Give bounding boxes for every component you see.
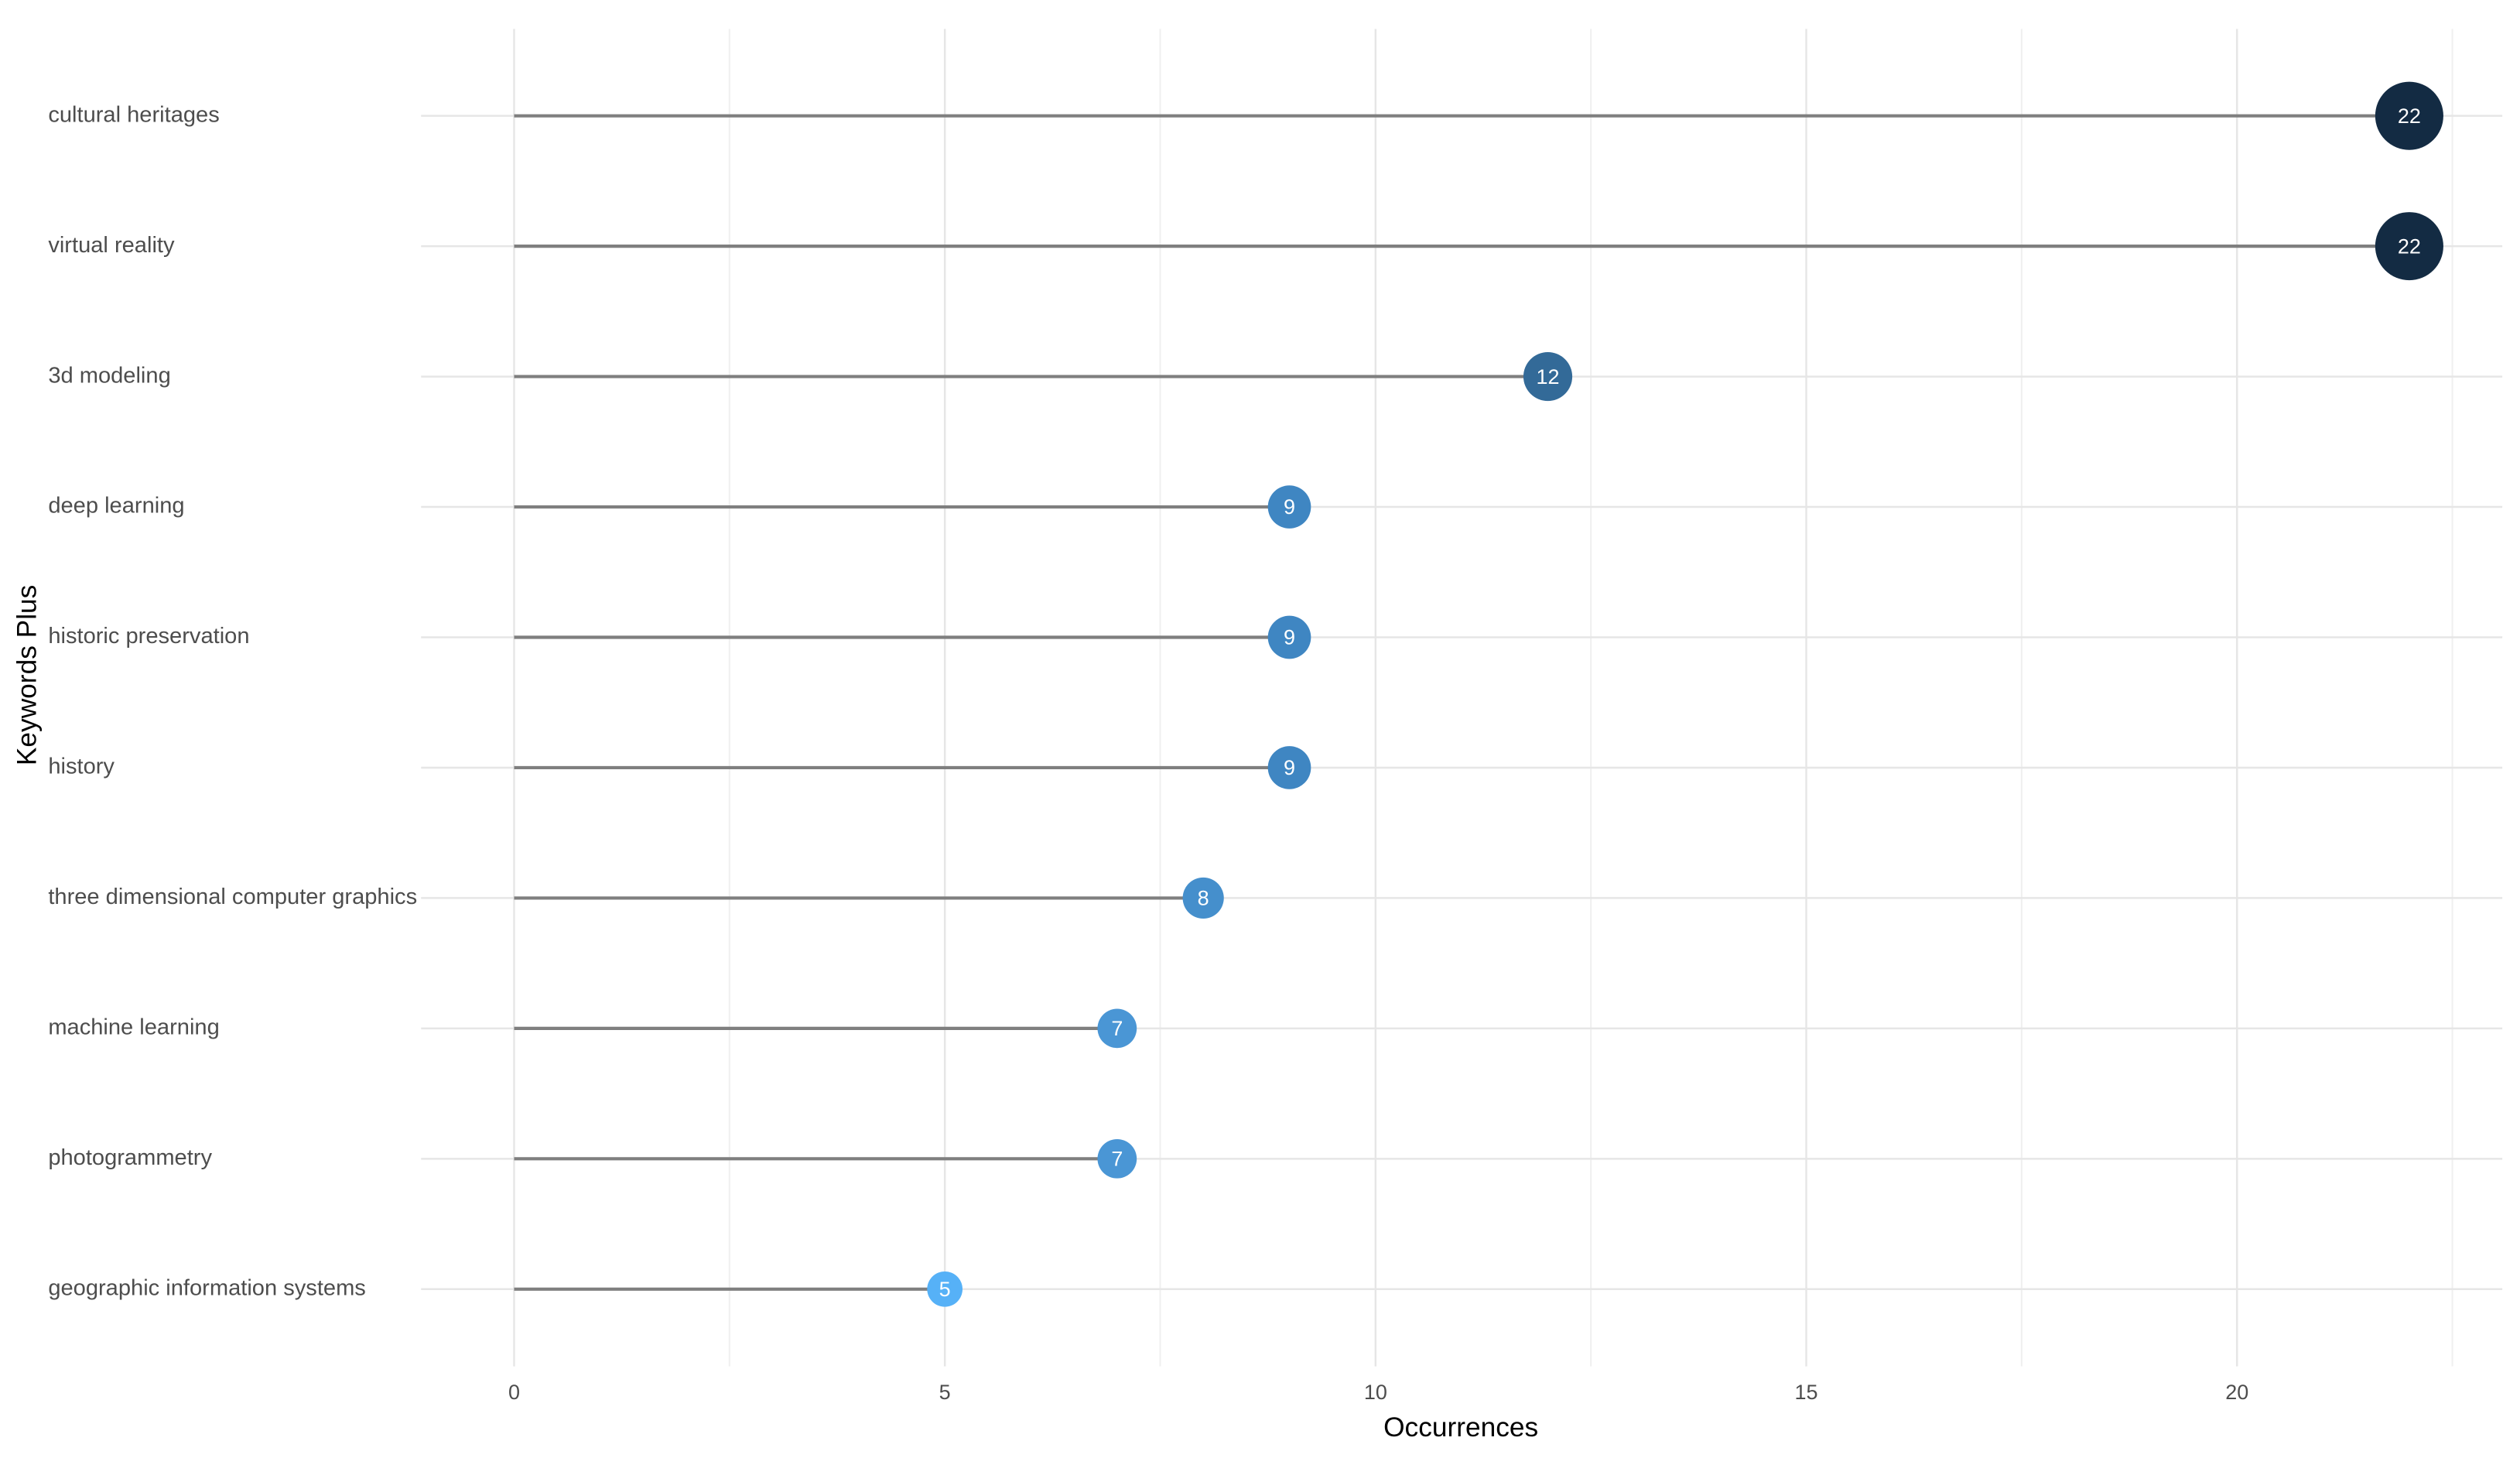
lollipop-dot xyxy=(927,1271,963,1307)
value-label: 5 xyxy=(939,1278,951,1301)
value-label: 8 xyxy=(1198,887,1209,910)
value-label: 7 xyxy=(1111,1017,1123,1040)
y-tick-label: geographic information systems xyxy=(48,1275,366,1300)
lollipop-dot xyxy=(1182,877,1224,919)
y-tick-label: deep learning xyxy=(48,494,184,519)
y-tick-label: historic preservation xyxy=(48,624,249,649)
lollipop-dot xyxy=(1267,485,1311,529)
x-tick-label: 10 xyxy=(1364,1381,1387,1404)
y-tick-label: three dimensional computer graphics xyxy=(48,885,417,909)
value-label: 9 xyxy=(1284,756,1295,779)
y-tick-label: cultural heritages xyxy=(48,102,219,127)
y-tick-label: photogrammetry xyxy=(48,1145,212,1170)
lollipop-dot xyxy=(1523,352,1573,402)
value-label: 12 xyxy=(1536,365,1559,388)
value-label: 9 xyxy=(1284,626,1295,649)
x-tick-label: 5 xyxy=(939,1381,951,1404)
lollipop-dot xyxy=(2375,81,2443,150)
lollipop-dot xyxy=(1097,1138,1137,1179)
x-tick-label: 15 xyxy=(1795,1381,1818,1404)
lollipop-dot xyxy=(1097,1008,1137,1049)
value-label: 7 xyxy=(1111,1148,1123,1171)
value-label: 9 xyxy=(1284,495,1295,519)
value-label: 22 xyxy=(2398,104,2421,128)
y-tick-label: 3d modeling xyxy=(48,363,170,388)
lollipop-dot xyxy=(2375,212,2443,281)
lollipop-dot xyxy=(1267,615,1311,659)
x-axis-title: Occurrences xyxy=(1383,1412,1538,1443)
value-label: 22 xyxy=(2398,234,2421,258)
lollipop-dot xyxy=(1267,746,1311,789)
y-tick-label: virtual reality xyxy=(48,233,175,258)
x-tick-label: 0 xyxy=(508,1381,520,1404)
y-axis-title: Keywords Plus xyxy=(12,585,43,765)
y-tick-label: history xyxy=(48,755,115,779)
y-tick-label: machine learning xyxy=(48,1015,219,1040)
x-tick-label: 20 xyxy=(2225,1381,2248,1404)
